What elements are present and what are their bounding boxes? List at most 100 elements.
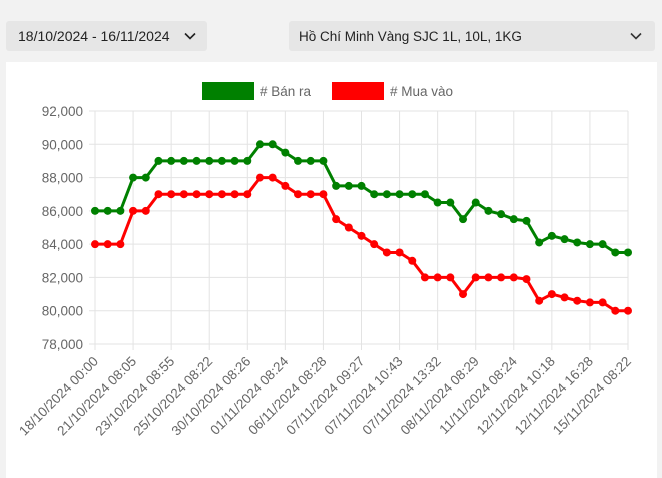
mua-vao-point <box>395 248 404 257</box>
ban-ra-point <box>103 206 112 215</box>
mua-vao-point <box>129 206 138 215</box>
mua-vao-point <box>179 190 188 199</box>
ban-ra-point <box>217 156 226 165</box>
price-line-chart: 78,000 80,000 82,000 84,000 86,000 88,000 90,0… <box>16 82 634 438</box>
y-tick-label: 86,000 <box>42 204 83 219</box>
mua-vao-point <box>547 290 556 299</box>
mua-vao-point <box>319 190 328 199</box>
ban-ra-point <box>294 156 303 165</box>
mua-vao-point <box>560 293 569 302</box>
ban-ra-point <box>370 190 379 199</box>
mua-vao-point <box>141 206 150 215</box>
mua-vao-point <box>217 190 226 199</box>
mua-vao-point <box>192 190 201 199</box>
mua-vao-point <box>624 306 632 315</box>
chevron-down-icon <box>184 32 196 40</box>
ban-ra-point <box>624 248 632 257</box>
legend-swatch <box>332 82 384 100</box>
date-range-dropdown[interactable]: 18/10/2024 - 16/11/2024 <box>6 21 207 51</box>
mua-vao-point <box>497 273 506 282</box>
ban-ra-point <box>255 140 264 149</box>
ban-ra-point <box>154 156 163 165</box>
ban-ra-point <box>395 190 404 199</box>
ban-ra-point <box>573 238 582 247</box>
ban-ra-point <box>459 215 468 224</box>
ban-ra-point <box>560 235 569 244</box>
ban-ra-point <box>332 181 341 190</box>
ban-ra-point <box>230 156 239 165</box>
mua-vao-point <box>535 296 544 305</box>
y-tick-label: 82,000 <box>42 270 83 285</box>
ban-ra-point <box>357 181 366 190</box>
ban-ra-point <box>408 190 417 199</box>
y-tick-label: 92,000 <box>42 104 83 119</box>
ban-ra-point <box>179 156 188 165</box>
mua-vao-point <box>230 190 239 199</box>
ban-ra-point <box>116 206 125 215</box>
ban-ra-point <box>471 198 480 207</box>
ban-ra-point <box>319 156 328 165</box>
ban-ra-point <box>382 190 391 199</box>
ban-ra-point <box>205 156 214 165</box>
ban-ra-point <box>192 156 201 165</box>
mua-vao-point <box>332 215 341 224</box>
ban-ra-point <box>497 210 506 219</box>
y-tick-label: 84,000 <box>42 237 83 252</box>
location-product-dropdown[interactable]: Hồ Chí Minh Vàng SJC 1L, 10L, 1KG <box>289 21 655 51</box>
ban-ra-point <box>141 173 150 182</box>
ban-ra-point <box>420 190 429 199</box>
mua-vao-point <box>306 190 315 199</box>
mua-vao-point <box>522 275 531 284</box>
date-range-value: 18/10/2024 - 16/11/2024 <box>18 28 170 44</box>
location-product-value: Hồ Chí Minh Vàng SJC 1L, 10L, 1KG <box>299 28 522 44</box>
mua-vao-point <box>446 273 455 282</box>
mua-vao-point <box>103 240 112 249</box>
ban-ra-point <box>509 215 518 224</box>
mua-vao-point <box>471 273 480 282</box>
mua-vao-point <box>433 273 442 282</box>
ban-ra-point <box>268 140 277 149</box>
legend-label: # Mua vào <box>390 84 453 99</box>
mua-vao-point <box>294 190 303 199</box>
legend-swatch <box>202 82 254 100</box>
mua-vao-point <box>344 223 353 232</box>
ban-ra-point <box>611 248 620 257</box>
chevron-down-icon <box>630 32 642 40</box>
mua-vao-point <box>370 240 379 249</box>
ban-ra-point <box>585 240 594 249</box>
mua-vao-point <box>611 306 620 315</box>
ban-ra-point <box>243 156 252 165</box>
ban-ra-point <box>344 181 353 190</box>
mua-vao-point <box>573 296 582 305</box>
mua-vao-point <box>154 190 163 199</box>
mua-vao-point <box>205 190 214 199</box>
ban-ra-point <box>535 238 544 247</box>
ban-ra-point <box>598 240 607 249</box>
ban-ra-point <box>446 198 455 207</box>
y-tick-label: 80,000 <box>42 304 83 319</box>
y-tick-label: 90,000 <box>42 137 83 152</box>
mua-vao-point <box>255 173 264 182</box>
y-tick-label: 88,000 <box>42 171 83 186</box>
ban-ra-point <box>522 216 531 225</box>
y-tick-label: 78,000 <box>42 337 83 352</box>
mua-vao-point <box>459 290 468 299</box>
mua-vao-point <box>91 240 99 249</box>
ban-ra-point <box>129 173 138 182</box>
mua-vao-point <box>484 273 493 282</box>
ban-ra-point <box>547 231 556 240</box>
mua-vao-point <box>382 248 391 257</box>
mua-vao-point <box>420 273 429 282</box>
ban-ra-point <box>91 206 99 215</box>
ban-ra-point <box>167 156 176 165</box>
mua-vao-point <box>585 298 594 307</box>
mua-vao-point <box>509 273 518 282</box>
mua-vao-point <box>281 181 290 190</box>
mua-vao-point <box>268 173 277 182</box>
mua-vao-point <box>167 190 176 199</box>
mua-vao-point <box>408 256 417 265</box>
ban-ra-point <box>433 198 442 207</box>
mua-vao-point <box>598 298 607 307</box>
legend-label: # Bán ra <box>260 84 312 99</box>
mua-vao-point <box>243 190 252 199</box>
